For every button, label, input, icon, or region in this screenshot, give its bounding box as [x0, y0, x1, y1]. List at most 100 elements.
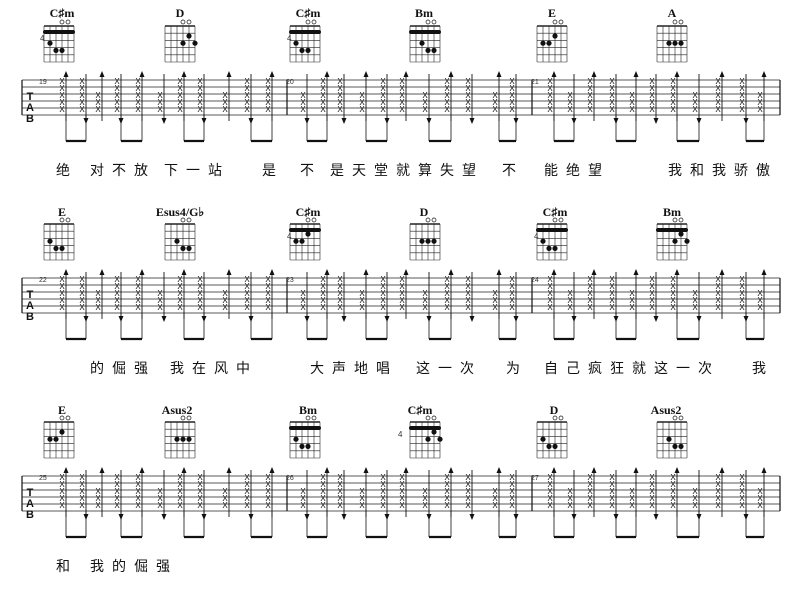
- strum-mark: X: [380, 91, 386, 100]
- chord-dot: [431, 429, 437, 435]
- strum-arrow: [269, 71, 275, 77]
- strum-mark: X: [547, 91, 553, 100]
- strum-mark: X: [609, 473, 615, 482]
- strum-mark: X: [320, 289, 326, 298]
- strum-mark: X: [492, 98, 498, 107]
- chord-open-marker: [311, 19, 317, 25]
- chord-name: E: [57, 205, 66, 219]
- lyric-char: 不: [112, 163, 126, 179]
- strum-mark: X: [95, 501, 101, 510]
- strum-mark: X: [670, 275, 676, 284]
- strum-mark: X: [177, 480, 183, 489]
- strum-mark: X: [757, 501, 763, 510]
- strum-mark: X: [670, 473, 676, 482]
- chord-open-marker: [431, 415, 437, 421]
- strum-mark: X: [715, 91, 721, 100]
- strum-mark: X: [567, 487, 573, 496]
- chord-dot: [678, 443, 684, 449]
- lyric-char: 是: [262, 163, 276, 179]
- chord-dot: [47, 436, 53, 442]
- strum-mark: X: [670, 303, 676, 312]
- strum-mark: X: [177, 487, 183, 496]
- strum-mark: X: [157, 105, 163, 114]
- strum-mark: X: [509, 275, 515, 284]
- strum-mark: X: [547, 494, 553, 503]
- strum-mark: X: [380, 275, 386, 284]
- strum-arrow: [403, 71, 409, 77]
- strum-mark: X: [135, 105, 141, 114]
- strum-mark: X: [649, 77, 655, 86]
- lyric-char: 堂: [374, 163, 388, 179]
- strum-mark: X: [222, 501, 228, 510]
- chord-dot: [672, 40, 678, 46]
- lyric-char: 望: [588, 163, 602, 179]
- strum-mark: X: [757, 303, 763, 312]
- chord-dot: [293, 436, 299, 442]
- strum-mark: X: [222, 487, 228, 496]
- chord-barre: [656, 228, 688, 232]
- strum-mark: X: [587, 303, 593, 312]
- strum-mark: X: [114, 275, 120, 284]
- strum-mark: X: [197, 501, 203, 510]
- strum-mark: X: [715, 84, 721, 93]
- strum-mark: X: [197, 303, 203, 312]
- strum-mark: X: [399, 501, 405, 510]
- chord-dot: [672, 443, 678, 449]
- strum-mark: X: [629, 91, 635, 100]
- strum-mark: X: [547, 473, 553, 482]
- strum-mark: X: [444, 480, 450, 489]
- lyric-char: 疯: [588, 361, 602, 377]
- chord-dot: [678, 40, 684, 46]
- strum-arrow: [591, 71, 597, 77]
- lyric-char: 这: [416, 361, 430, 377]
- strum-mark: X: [670, 289, 676, 298]
- chord-open-marker: [311, 217, 317, 223]
- strum-mark: X: [300, 91, 306, 100]
- strum-mark: X: [265, 91, 271, 100]
- strum-mark: X: [649, 480, 655, 489]
- lyric-char: 一: [438, 361, 452, 377]
- strum-mark: X: [320, 501, 326, 510]
- strum-mark: X: [197, 473, 203, 482]
- chord-dot: [305, 231, 311, 237]
- strum-mark: X: [244, 84, 250, 93]
- chord-dot: [425, 436, 431, 442]
- strum-mark: X: [649, 105, 655, 114]
- strum-mark: X: [59, 98, 65, 107]
- strum-mark: X: [399, 282, 405, 291]
- strum-mark: X: [135, 289, 141, 298]
- strum-mark: X: [177, 494, 183, 503]
- chord-name: C♯m: [295, 205, 321, 219]
- lyric-char: 我: [668, 163, 682, 179]
- strum-mark: X: [547, 480, 553, 489]
- chord-dot: [186, 245, 192, 251]
- chord-open-marker: [431, 217, 437, 223]
- chord-dot: [174, 238, 180, 244]
- chord-dot: [431, 238, 437, 244]
- strum-mark: X: [492, 91, 498, 100]
- lyric-char: 不: [300, 163, 314, 179]
- chord-dot: [540, 40, 546, 46]
- chord-open-marker: [672, 217, 678, 223]
- strum-mark: X: [465, 84, 471, 93]
- strum-mark: X: [509, 296, 515, 305]
- strum-mark: X: [444, 487, 450, 496]
- strum-arrow: [161, 118, 167, 124]
- strum-mark: X: [265, 494, 271, 503]
- strum-mark: X: [79, 275, 85, 284]
- lyric-char: 和: [690, 163, 704, 179]
- chord-open-marker: [186, 415, 192, 421]
- strum-mark: X: [715, 501, 721, 510]
- strum-mark: X: [197, 77, 203, 86]
- strum-mark: X: [444, 105, 450, 114]
- strum-mark: X: [609, 98, 615, 107]
- strum-mark: X: [649, 303, 655, 312]
- chord-open-marker: [65, 217, 71, 223]
- strum-mark: X: [465, 282, 471, 291]
- chord-barre: [43, 30, 75, 34]
- strum-mark: X: [114, 289, 120, 298]
- strum-arrow: [63, 269, 69, 275]
- strum-mark: X: [79, 473, 85, 482]
- strum-mark: X: [399, 98, 405, 107]
- tab-letter: T: [26, 289, 34, 301]
